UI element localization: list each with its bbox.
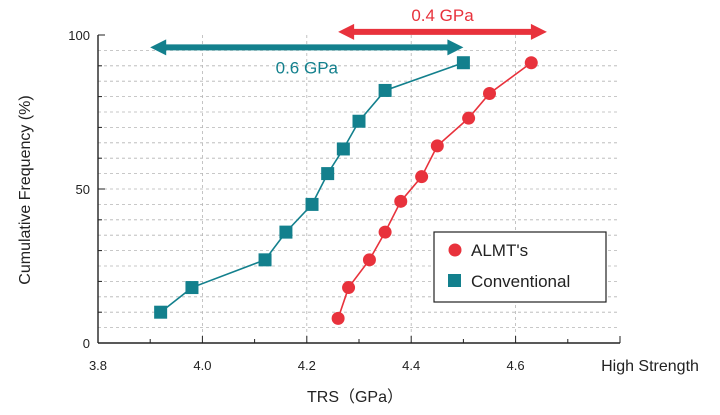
x-tick-label: 4.4 [402,358,420,373]
x-tick-label: 4.0 [193,358,211,373]
data-point-almt [430,139,444,153]
series-line-conventional [160,61,464,313]
data-point-conventional [456,56,470,70]
x-tick-label: 4.6 [507,358,525,373]
y-tick-label: 50 [76,182,90,197]
data-point-conventional [352,114,366,128]
y-tick-label: 100 [68,28,90,43]
data-point-almt [483,87,496,101]
x-tick-label: 4.2 [298,358,316,373]
data-point-almt [415,170,429,184]
legend-label-conventional: Conventional [471,272,570,291]
data-point-almt [394,194,408,208]
range-arrow-conventional-head-left [150,39,167,56]
data-point-conventional [378,83,392,97]
legend: ALMT's Conventional [433,231,607,303]
data-point-almt [331,311,345,325]
grid [98,35,620,343]
range-arrow-conventional-label: 0.6 GPa [276,58,339,77]
range-arrow-almt-head-right [530,23,547,40]
data-point-almt [378,225,392,239]
data-point-conventional [154,305,168,319]
data-point-almt [342,281,356,295]
data-point-conventional [279,225,293,239]
data-point-almt [462,111,476,125]
range-annotations: 0.4 GPa 0.6 GPa [150,6,547,77]
legend-label-almt: ALMT's [471,241,528,260]
y-tick-label: 0 [83,336,90,351]
series-line-almt [337,62,532,319]
data-point-conventional [336,142,350,156]
x-tick-label: 3.8 [89,358,107,373]
range-arrow-almt-label: 0.4 GPa [411,6,474,25]
legend-marker-almt [448,243,462,257]
data-point-conventional [305,197,319,211]
range-arrow-almt-head-left [338,23,355,40]
data-point-conventional [185,281,199,295]
legend-marker-conventional [448,274,461,287]
range-arrow-conventional-head-right [447,39,464,56]
series [154,56,538,325]
tick-labels: 3.8 4.0 4.2 4.4 4.6 0 50 100 [68,28,524,373]
data-point-almt [362,253,376,267]
legend-box [433,231,607,303]
x-axis-extra-label: High Strength [601,358,699,375]
y-axis-label: Cumulative Frequency (%) [17,95,34,284]
data-point-conventional [258,253,272,267]
data-point-conventional [321,167,335,181]
x-axis-label: TRS（GPa） [307,388,403,406]
axes [97,34,621,344]
data-point-almt [524,56,538,70]
